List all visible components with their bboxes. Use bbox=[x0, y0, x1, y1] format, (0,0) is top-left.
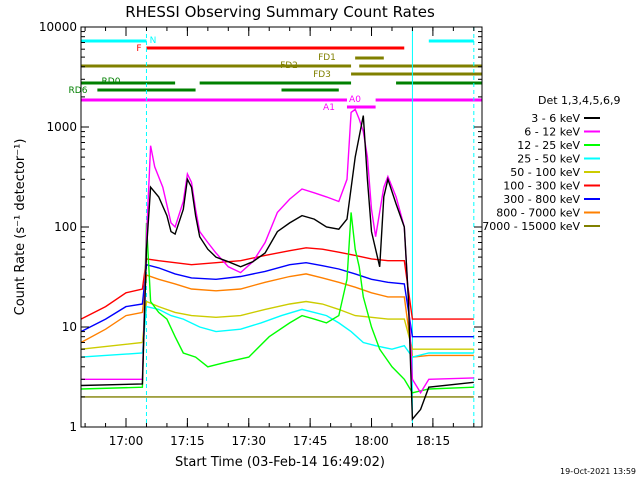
series-line-100-300-kev bbox=[80, 247, 474, 320]
series-line-25-50-kev bbox=[80, 305, 474, 358]
series-lines bbox=[80, 108, 474, 421]
plot-area: NF FD1 FD2 FD3 RD0 RD6 A1 A0 1 10 100 1000 10000 17… bbox=[39, 20, 483, 448]
x-tick-label: 18:00 bbox=[354, 434, 389, 448]
flag-label-n: N bbox=[150, 36, 157, 46]
flag-label-fd3: FD3 bbox=[313, 70, 331, 80]
flag-label-rd6: RD6 bbox=[69, 86, 88, 96]
y-axis-label: Count Rate (s⁻¹ detector⁻¹) bbox=[13, 139, 28, 316]
legend-label: 25 - 50 keV bbox=[517, 153, 580, 166]
legend-label: 6 - 12 keV bbox=[524, 126, 580, 139]
series-line-12-25-kev bbox=[80, 212, 474, 394]
y-tick-label: 1 bbox=[69, 420, 77, 434]
legend-label: 300 - 800 keV bbox=[503, 193, 580, 206]
x-tick-label: 17:00 bbox=[109, 434, 144, 448]
flag-label-a0: A0 bbox=[349, 95, 361, 105]
x-tick-label: 17:15 bbox=[170, 434, 205, 448]
y-tick-label: 10000 bbox=[39, 20, 77, 34]
x-axis-label: Start Time (03-Feb-14 16:49:02) bbox=[175, 455, 385, 470]
legend-label: 100 - 300 keV bbox=[503, 180, 580, 193]
y-tick-label: 1000 bbox=[46, 120, 77, 134]
legend-label: 3 - 6 keV bbox=[531, 112, 580, 125]
legend-label: 7000 - 15000 keV bbox=[482, 220, 580, 233]
legend-label: 12 - 25 keV bbox=[517, 139, 580, 152]
flag-label-rd0: RD0 bbox=[102, 77, 121, 87]
x-axis-ticks: 17:00 17:15 17:30 17:45 18:00 18:15 bbox=[84, 27, 475, 448]
timestamp: 19-Oct-2021 13:59 bbox=[560, 467, 636, 476]
y-tick-label: 10 bbox=[62, 320, 77, 334]
flag-label-fd1: FD1 bbox=[318, 53, 336, 63]
x-tick-label: 17:45 bbox=[293, 434, 328, 448]
x-tick-label: 17:30 bbox=[231, 434, 266, 448]
legend-label: 800 - 7000 keV bbox=[496, 207, 580, 220]
y-tick-label: 100 bbox=[54, 220, 77, 234]
legend-title: Det 1,3,4,5,6,9 bbox=[538, 94, 621, 107]
series-line-3-6-kev bbox=[80, 115, 474, 421]
x-tick-label: 18:15 bbox=[416, 434, 451, 448]
flag-label-fd2: FD2 bbox=[280, 61, 298, 71]
flag-label-f: F bbox=[136, 44, 141, 54]
flag-bars: NF FD1 FD2 FD3 RD0 RD6 A1 A0 bbox=[69, 36, 482, 113]
series-line-50-100-kev bbox=[80, 300, 474, 350]
series-line-6-12-kev bbox=[81, 108, 474, 395]
flag-label-a1: A1 bbox=[323, 103, 335, 113]
legend-label: 50 - 100 keV bbox=[510, 166, 580, 179]
y-axis-ticks: 1 10 100 1000 10000 bbox=[39, 20, 482, 434]
chart-title: RHESSI Observing Summary Count Rates bbox=[125, 3, 435, 21]
